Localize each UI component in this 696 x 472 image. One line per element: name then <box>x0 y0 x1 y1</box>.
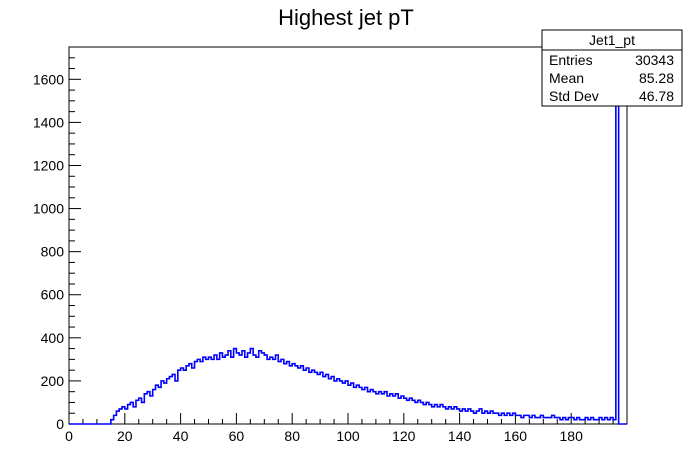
x-tick-label: 80 <box>284 428 300 444</box>
stats-entries-label: Entries <box>549 52 593 68</box>
y-tick-label: 1200 <box>33 157 64 173</box>
stats-box: Jet1_pt Entries 30343 Mean 85.28 Std Dev… <box>541 29 683 107</box>
x-tick-label: 40 <box>173 428 189 444</box>
x-tick-label: 140 <box>448 428 472 444</box>
stats-box-title: Jet1_pt <box>589 32 635 48</box>
x-tick-label: 120 <box>392 428 416 444</box>
stats-entries-value: 30343 <box>635 52 674 68</box>
x-tick-label: 160 <box>504 428 528 444</box>
stats-mean-label: Mean <box>549 70 584 86</box>
x-tick-label: 0 <box>65 428 73 444</box>
histogram-line <box>69 78 627 425</box>
axis-tick-labels: 0 20 40 60 80 100 120 140 160 180 0 200 400 600 800 100… <box>33 71 583 444</box>
chart-title: Highest jet pT <box>278 5 414 30</box>
x-tick-label: 180 <box>560 428 584 444</box>
stats-mean-value: 85.28 <box>639 70 674 86</box>
stats-stddev-label: Std Dev <box>549 88 599 104</box>
y-tick-label: 800 <box>41 244 65 260</box>
y-tick-label: 1000 <box>33 201 64 217</box>
y-tick-label: 1600 <box>33 71 64 87</box>
x-tick-label: 20 <box>117 428 133 444</box>
y-tick-label: 400 <box>41 330 65 346</box>
x-tick-label: 60 <box>229 428 245 444</box>
x-tick-label: 100 <box>336 428 360 444</box>
y-tick-label: 1400 <box>33 114 64 130</box>
y-tick-label: 200 <box>41 373 65 389</box>
y-tick-label: 0 <box>56 416 64 432</box>
y-tick-label: 600 <box>41 287 65 303</box>
axis-ticks <box>68 46 628 425</box>
stats-stddev-value: 46.78 <box>639 88 674 104</box>
